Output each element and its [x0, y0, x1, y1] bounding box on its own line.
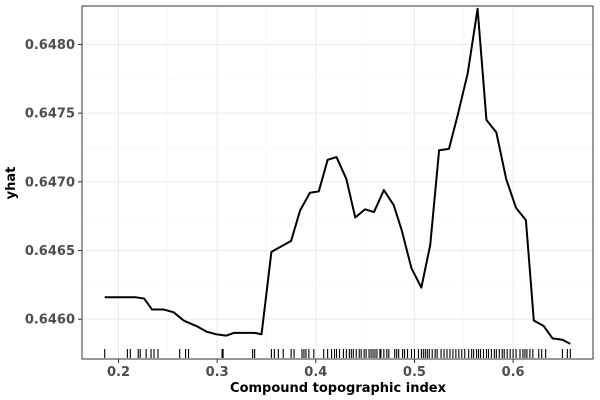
x-axis-title: Compound topographic index	[230, 381, 447, 396]
series-line-yhat	[104, 7, 571, 345]
x-axis: 0.2 0.3 0.4 0.5 0.6	[107, 359, 525, 380]
y-tick-label: 0.6460	[25, 313, 75, 328]
x-tick-label: 0.6	[502, 365, 525, 380]
rug-marks	[104, 349, 571, 358]
plot-panel-border	[81, 5, 594, 360]
x-tick-label: 0.4	[304, 365, 327, 380]
y-tick-label: 0.6465	[25, 244, 75, 259]
x-tick-label: 0.3	[206, 365, 229, 380]
x-tick-label: 0.2	[107, 365, 130, 380]
y-tick-label: 0.6480	[25, 38, 75, 53]
x-tick-label: 0.5	[403, 365, 426, 380]
y-tick-label: 0.6470	[25, 175, 75, 190]
y-axis-title: yhat	[4, 167, 19, 200]
y-axis: 0.6460 0.6465 0.6470 0.6475 0.6480	[25, 38, 82, 328]
grid	[82, 6, 593, 359]
y-tick-label: 0.6475	[25, 107, 75, 122]
